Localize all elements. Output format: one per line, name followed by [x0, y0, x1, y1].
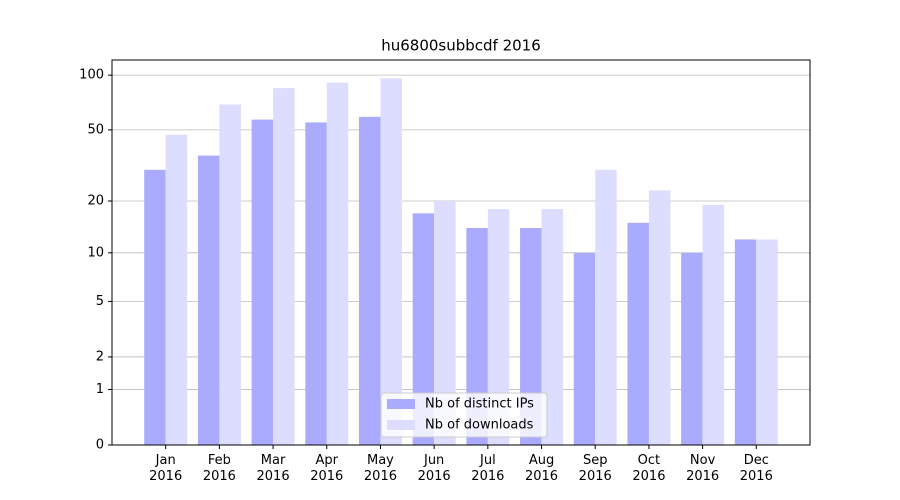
bar	[380, 78, 402, 445]
x-tick-label: Dec 2016	[739, 453, 773, 484]
bar	[734, 239, 757, 445]
bar	[573, 252, 596, 445]
y-tick-label: 0	[96, 438, 104, 453]
bar	[434, 201, 456, 445]
bar	[412, 213, 435, 445]
x-tick-label: May 2016	[363, 453, 397, 484]
legend-label: Nb of distinct IPs	[425, 397, 534, 412]
bar	[144, 169, 166, 446]
bar	[541, 209, 564, 445]
x-tick-label: Sep 2016	[578, 453, 612, 484]
x-tick-label: Apr 2016	[310, 453, 344, 484]
bar	[520, 227, 542, 445]
y-tick-label: 5	[96, 294, 104, 309]
y-tick-label: 20	[87, 194, 104, 209]
x-tick-label: Aug 2016	[524, 453, 559, 484]
bar	[648, 190, 671, 445]
y-tick-label: 10	[87, 245, 104, 260]
bar	[358, 116, 381, 445]
bar	[487, 209, 510, 445]
y-tick-label: 2	[96, 349, 104, 364]
bar	[702, 204, 725, 445]
bar	[273, 88, 295, 446]
bar	[251, 119, 274, 445]
bar	[681, 252, 703, 445]
bar	[219, 104, 241, 445]
bar	[326, 82, 349, 446]
plot-frame	[111, 59, 811, 446]
legend: Nb of distinct IPs Nb of downloads	[380, 392, 548, 438]
x-tick-label: Mar 2016	[256, 453, 290, 484]
x-tick-label: Jun 2016	[417, 453, 451, 484]
legend-label: Nb of downloads	[425, 418, 534, 433]
x-tick-label: Jul 2016	[471, 453, 505, 484]
y-tick-label: 100	[79, 68, 104, 83]
x-tick-label: Oct 2016	[632, 453, 666, 484]
legend-swatch	[387, 399, 415, 409]
y-tick-label: 50	[87, 122, 104, 137]
x-tick-label: Nov 2016	[686, 453, 720, 484]
bar	[466, 227, 488, 445]
bar	[756, 239, 778, 445]
bar	[165, 134, 188, 445]
legend-swatch	[387, 420, 415, 430]
chart-title: hu6800subbcdf 2016	[381, 37, 541, 55]
bar	[305, 122, 327, 445]
legend-box	[380, 392, 548, 438]
bar	[627, 222, 649, 445]
x-tick-label: Jan 2016	[149, 453, 183, 484]
x-tick-label: Feb 2016	[202, 453, 236, 484]
bar	[595, 169, 617, 446]
bar	[197, 155, 220, 446]
y-tick-label: 1	[96, 382, 104, 397]
